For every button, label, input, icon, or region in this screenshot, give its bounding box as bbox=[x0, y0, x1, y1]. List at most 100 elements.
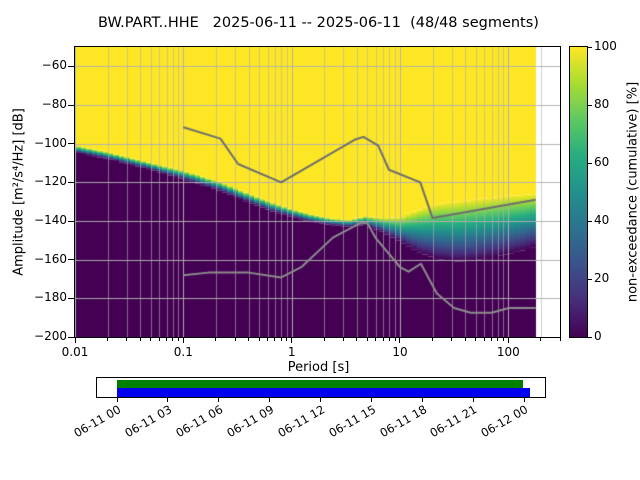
timeline-tick-label: 06-12 00 bbox=[478, 402, 531, 441]
y-tick bbox=[68, 336, 74, 338]
colorbar-label: non-exceedance (cumulative) [%] bbox=[625, 81, 640, 303]
timeline-tick-label: 06-11 06 bbox=[173, 402, 226, 441]
colorbar-gradient bbox=[569, 46, 588, 338]
y-tick bbox=[68, 104, 74, 106]
timeline-data-extent-segment bbox=[117, 388, 530, 397]
x-minor-tick bbox=[432, 338, 434, 341]
x-minor-tick bbox=[107, 338, 109, 341]
y-tick-label: −100 bbox=[34, 135, 67, 150]
colorbar-tick bbox=[588, 46, 592, 48]
x-minor-tick bbox=[451, 338, 453, 341]
colorbar-tick bbox=[588, 104, 592, 106]
timeline-tick bbox=[218, 398, 220, 402]
x-minor-tick bbox=[356, 338, 358, 341]
timeline-tick-label: 06-11 09 bbox=[224, 402, 277, 441]
y-tick-label: −80 bbox=[41, 97, 67, 111]
x-minor-tick bbox=[375, 338, 377, 341]
x-minor-tick bbox=[464, 338, 466, 341]
y-tick bbox=[68, 65, 74, 67]
x-tick-label: 0.01 bbox=[61, 345, 89, 359]
x-minor-tick bbox=[475, 338, 477, 341]
x-minor-tick bbox=[491, 338, 493, 341]
timeline-tick-label: 06-11 12 bbox=[275, 402, 327, 441]
x-tick-label: 100 bbox=[496, 345, 520, 359]
x-minor-tick bbox=[502, 338, 504, 341]
x-minor-tick bbox=[258, 338, 260, 341]
x-minor-tick bbox=[158, 338, 160, 341]
x-minor-tick bbox=[323, 338, 325, 341]
x-minor-tick bbox=[540, 338, 542, 341]
x-minor-tick bbox=[497, 338, 499, 341]
colorbar-tick-label: 80 bbox=[594, 97, 610, 111]
y-axis-label: Amplitude [m²/s⁴/Hz] [dB] bbox=[11, 108, 27, 276]
x-major-tick bbox=[507, 338, 509, 343]
x-tick-label: 1 bbox=[287, 345, 296, 359]
x-minor-tick bbox=[280, 338, 282, 341]
timeline-tick bbox=[370, 398, 372, 402]
x-minor-tick bbox=[342, 338, 344, 341]
x-minor-tick bbox=[483, 338, 485, 341]
colorbar-tick-label: 100 bbox=[594, 39, 617, 53]
timeline-tick bbox=[167, 398, 169, 402]
colorbar-tick-label: 0 bbox=[594, 329, 602, 343]
x-minor-tick bbox=[286, 338, 288, 341]
timeline-coverage-bar bbox=[96, 377, 546, 398]
x-minor-tick bbox=[382, 338, 384, 341]
timeline-coverage-used-segment bbox=[117, 380, 523, 388]
colorbar-tick-label: 20 bbox=[594, 271, 610, 285]
y-tick-label: −140 bbox=[34, 213, 67, 227]
y-tick-label: −120 bbox=[34, 174, 67, 189]
x-minor-tick bbox=[172, 338, 174, 341]
x-minor-tick bbox=[248, 338, 250, 341]
ppsd-heatmap-canvas bbox=[75, 47, 560, 337]
timeline-tick-label: 06-11 00 bbox=[71, 402, 124, 441]
timeline-tick-label: 06-11 15 bbox=[326, 402, 378, 441]
x-minor-tick bbox=[150, 338, 152, 341]
x-minor-tick bbox=[388, 338, 390, 341]
plot-area bbox=[74, 46, 561, 338]
y-tick bbox=[68, 181, 74, 183]
x-major-tick bbox=[74, 338, 76, 343]
colorbar-tick bbox=[588, 220, 592, 222]
x-minor-tick bbox=[166, 338, 168, 341]
colorbar-tick-label: 60 bbox=[594, 155, 610, 169]
timeline-tick bbox=[116, 398, 118, 402]
x-minor-tick bbox=[126, 338, 128, 341]
x-minor-tick bbox=[215, 338, 217, 341]
x-tick-label: 0.1 bbox=[173, 345, 193, 359]
x-major-tick bbox=[399, 338, 401, 343]
x-major-tick bbox=[291, 338, 293, 343]
y-tick-label: −180 bbox=[34, 290, 67, 305]
x-minor-tick bbox=[274, 338, 276, 341]
colorbar-tick bbox=[588, 278, 592, 280]
timeline-tick-label: 06-11 21 bbox=[427, 402, 480, 441]
timeline-tick-label: 06-11 03 bbox=[122, 402, 175, 441]
colorbar-tick bbox=[588, 336, 592, 338]
x-minor-tick bbox=[267, 338, 269, 341]
colorbar-tick-label: 40 bbox=[594, 213, 610, 227]
x-minor-tick bbox=[234, 338, 236, 341]
x-minor-tick bbox=[394, 338, 396, 341]
timeline-tick bbox=[523, 398, 525, 402]
y-tick-label: −200 bbox=[34, 329, 67, 343]
x-minor-tick bbox=[559, 338, 561, 341]
timeline-tick bbox=[269, 398, 271, 402]
x-minor-tick bbox=[366, 338, 368, 341]
y-tick-label: −60 bbox=[41, 58, 67, 73]
timeline-tick bbox=[472, 398, 474, 402]
x-minor-tick bbox=[177, 338, 179, 341]
y-tick bbox=[68, 297, 74, 299]
timeline-tick bbox=[320, 398, 321, 402]
timeline-tick-label: 06-11 18 bbox=[376, 402, 429, 441]
y-tick-label: −160 bbox=[34, 251, 67, 266]
x-tick-label: 10 bbox=[392, 345, 408, 359]
x-major-tick bbox=[182, 338, 184, 343]
x-axis-label: Period [s] bbox=[287, 360, 350, 375]
x-minor-tick bbox=[139, 338, 141, 341]
y-tick bbox=[68, 259, 74, 261]
y-tick bbox=[68, 143, 74, 145]
chart-title: BW.PART..HHE 2025-06-11 -- 2025-06-11 (4… bbox=[98, 15, 539, 31]
y-tick bbox=[68, 220, 74, 222]
timeline-tick bbox=[421, 398, 423, 402]
